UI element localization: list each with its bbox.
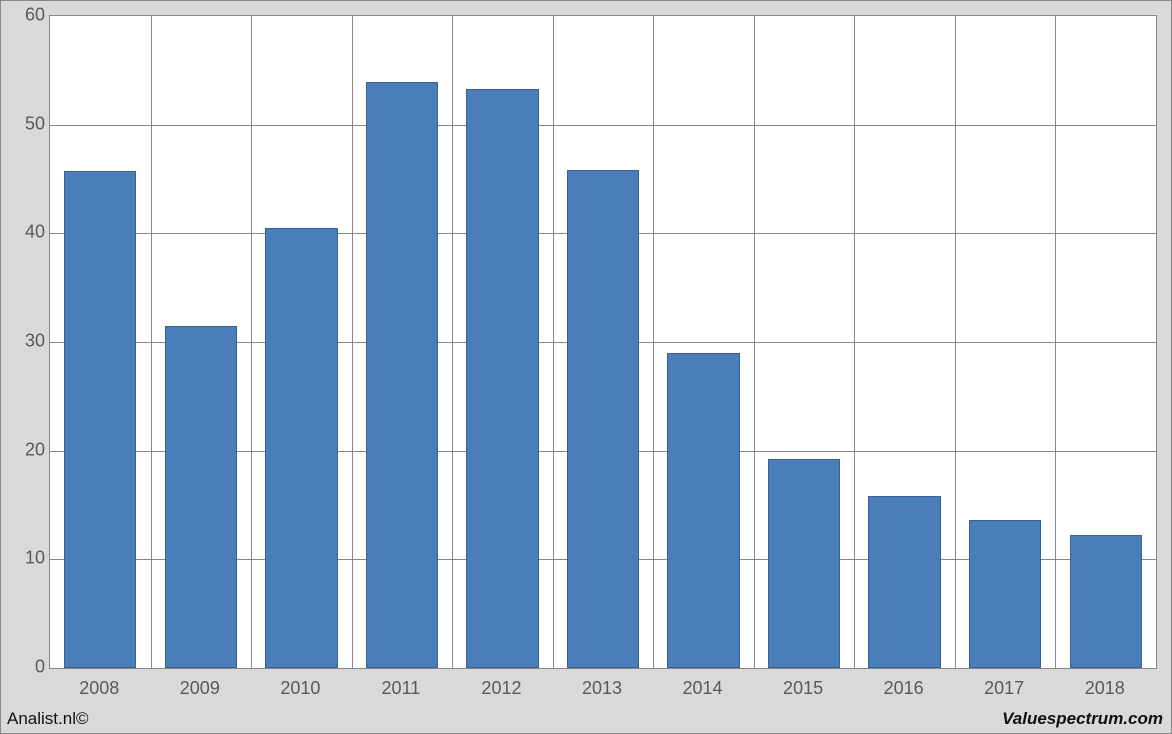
x-tick-label: 2012 bbox=[481, 678, 521, 699]
bar bbox=[265, 228, 337, 668]
bar bbox=[868, 496, 940, 668]
footer-left-text: Analist.nl© bbox=[7, 709, 89, 729]
x-tick-label: 2011 bbox=[382, 678, 421, 699]
y-tick-label: 40 bbox=[7, 222, 45, 243]
x-tick-label: 2014 bbox=[683, 678, 723, 699]
y-tick-label: 60 bbox=[7, 5, 45, 26]
y-tick-label: 0 bbox=[7, 657, 45, 678]
bar bbox=[466, 89, 538, 668]
grid-line-vertical bbox=[1055, 16, 1056, 668]
x-tick-label: 2010 bbox=[280, 678, 320, 699]
y-tick-label: 10 bbox=[7, 548, 45, 569]
grid-line-vertical bbox=[754, 16, 755, 668]
x-tick-label: 2017 bbox=[984, 678, 1024, 699]
grid-line-vertical bbox=[955, 16, 956, 668]
grid-line-vertical bbox=[251, 16, 252, 668]
y-tick-label: 50 bbox=[7, 113, 45, 134]
bar bbox=[64, 171, 136, 668]
grid-line-vertical bbox=[553, 16, 554, 668]
x-tick-label: 2009 bbox=[180, 678, 220, 699]
grid-line-vertical bbox=[452, 16, 453, 668]
bar bbox=[1070, 535, 1142, 668]
grid-line-vertical bbox=[352, 16, 353, 668]
bar bbox=[165, 326, 237, 668]
bar bbox=[768, 459, 840, 668]
x-tick-label: 2013 bbox=[582, 678, 622, 699]
grid-line-vertical bbox=[151, 16, 152, 668]
grid-line-horizontal bbox=[50, 125, 1156, 126]
plot-area bbox=[49, 15, 1157, 669]
y-tick-label: 30 bbox=[7, 331, 45, 352]
x-tick-label: 2008 bbox=[79, 678, 119, 699]
x-tick-label: 2018 bbox=[1085, 678, 1125, 699]
y-tick-label: 20 bbox=[7, 439, 45, 460]
grid-line-vertical bbox=[653, 16, 654, 668]
x-tick-label: 2015 bbox=[783, 678, 823, 699]
plot-wrap: 0 10 20 30 40 50 60 2008 2009 2010 2011 2012 2013 20… bbox=[7, 7, 1165, 703]
bar bbox=[969, 520, 1041, 668]
bar bbox=[567, 170, 639, 668]
bar bbox=[366, 82, 438, 668]
footer-right-text: Valuespectrum.com bbox=[1002, 709, 1163, 729]
grid-line-vertical bbox=[854, 16, 855, 668]
chart-frame: 0 10 20 30 40 50 60 2008 2009 2010 2011 2012 2013 20… bbox=[0, 0, 1172, 734]
bar bbox=[667, 353, 739, 668]
x-tick-label: 2016 bbox=[884, 678, 924, 699]
